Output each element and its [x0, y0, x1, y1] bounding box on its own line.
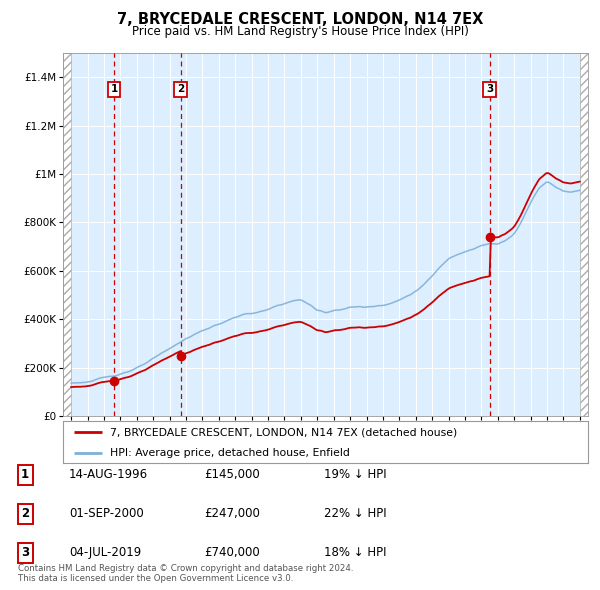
Text: 1: 1 — [21, 468, 29, 481]
Text: 22% ↓ HPI: 22% ↓ HPI — [324, 507, 386, 520]
Text: 18% ↓ HPI: 18% ↓ HPI — [324, 546, 386, 559]
Text: 14-AUG-1996: 14-AUG-1996 — [69, 468, 148, 481]
Text: Price paid vs. HM Land Registry's House Price Index (HPI): Price paid vs. HM Land Registry's House … — [131, 25, 469, 38]
Text: Contains HM Land Registry data © Crown copyright and database right 2024.
This d: Contains HM Land Registry data © Crown c… — [18, 563, 353, 583]
Text: 3: 3 — [21, 546, 29, 559]
Text: £247,000: £247,000 — [204, 507, 260, 520]
Text: HPI: Average price, detached house, Enfield: HPI: Average price, detached house, Enfi… — [110, 448, 350, 458]
Text: 01-SEP-2000: 01-SEP-2000 — [69, 507, 144, 520]
Text: 3: 3 — [486, 84, 493, 94]
Text: 2: 2 — [177, 84, 184, 94]
Text: 2: 2 — [21, 507, 29, 520]
Bar — [63, 53, 71, 416]
Text: 7, BRYCEDALE CRESCENT, LONDON, N14 7EX: 7, BRYCEDALE CRESCENT, LONDON, N14 7EX — [117, 12, 483, 27]
Text: £740,000: £740,000 — [204, 546, 260, 559]
Text: 1: 1 — [110, 84, 118, 94]
Text: £145,000: £145,000 — [204, 468, 260, 481]
Text: 04-JUL-2019: 04-JUL-2019 — [69, 546, 141, 559]
Text: 7, BRYCEDALE CRESCENT, LONDON, N14 7EX (detached house): 7, BRYCEDALE CRESCENT, LONDON, N14 7EX (… — [110, 427, 458, 437]
Bar — [580, 53, 588, 416]
Text: 19% ↓ HPI: 19% ↓ HPI — [324, 468, 386, 481]
